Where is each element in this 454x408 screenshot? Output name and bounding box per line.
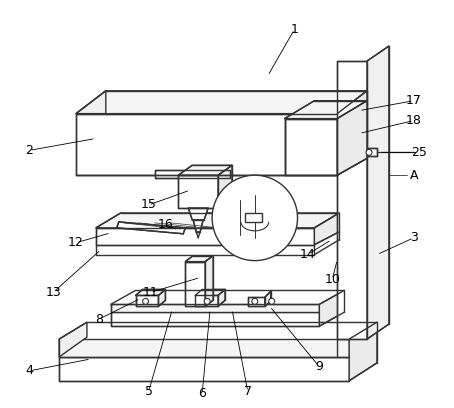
Polygon shape: [185, 256, 213, 262]
Polygon shape: [337, 91, 367, 175]
Circle shape: [252, 298, 258, 304]
Text: A: A: [410, 169, 418, 182]
Text: 13: 13: [45, 286, 61, 299]
Polygon shape: [245, 213, 262, 222]
Polygon shape: [136, 295, 158, 306]
Polygon shape: [195, 295, 218, 306]
Polygon shape: [265, 291, 271, 306]
Polygon shape: [111, 312, 319, 326]
Text: 17: 17: [406, 94, 422, 107]
Polygon shape: [367, 46, 389, 339]
Polygon shape: [205, 256, 213, 306]
Text: 9: 9: [316, 360, 323, 373]
Text: 14: 14: [300, 248, 316, 261]
Circle shape: [204, 298, 210, 304]
Polygon shape: [111, 304, 319, 312]
Polygon shape: [158, 289, 165, 306]
Polygon shape: [136, 289, 165, 295]
Polygon shape: [367, 149, 377, 156]
Text: 10: 10: [324, 273, 340, 286]
Polygon shape: [185, 262, 205, 306]
Polygon shape: [76, 113, 337, 175]
Circle shape: [212, 175, 297, 261]
Polygon shape: [315, 213, 339, 245]
Polygon shape: [178, 165, 232, 175]
Polygon shape: [188, 208, 208, 220]
Polygon shape: [218, 289, 225, 306]
Text: 15: 15: [141, 199, 157, 211]
Text: 8: 8: [95, 313, 103, 326]
Circle shape: [366, 149, 372, 155]
Polygon shape: [218, 165, 232, 208]
Text: 18: 18: [406, 114, 422, 127]
Polygon shape: [248, 297, 265, 306]
Polygon shape: [178, 175, 218, 208]
Text: 4: 4: [25, 364, 33, 377]
Polygon shape: [96, 228, 315, 245]
Circle shape: [143, 298, 148, 304]
Polygon shape: [349, 322, 377, 381]
Polygon shape: [195, 289, 225, 295]
Polygon shape: [96, 213, 339, 228]
Text: 6: 6: [198, 387, 206, 400]
Polygon shape: [216, 222, 240, 234]
Circle shape: [269, 298, 275, 304]
Polygon shape: [285, 101, 367, 119]
Polygon shape: [59, 322, 87, 357]
Polygon shape: [337, 101, 367, 175]
Text: 11: 11: [143, 286, 158, 299]
Text: 5: 5: [144, 385, 153, 398]
Polygon shape: [337, 61, 367, 339]
Polygon shape: [155, 170, 230, 178]
Polygon shape: [285, 119, 337, 175]
Text: 16: 16: [158, 218, 173, 231]
Polygon shape: [76, 91, 367, 113]
Text: 1: 1: [291, 23, 298, 35]
Text: 25: 25: [411, 146, 427, 159]
Polygon shape: [319, 290, 344, 326]
Polygon shape: [59, 339, 349, 357]
Text: 3: 3: [410, 231, 418, 244]
Text: 7: 7: [244, 385, 252, 398]
Polygon shape: [117, 222, 185, 234]
Text: 12: 12: [68, 236, 84, 249]
Polygon shape: [76, 91, 106, 113]
Polygon shape: [59, 357, 349, 381]
Text: 2: 2: [25, 144, 33, 157]
Polygon shape: [193, 220, 203, 232]
